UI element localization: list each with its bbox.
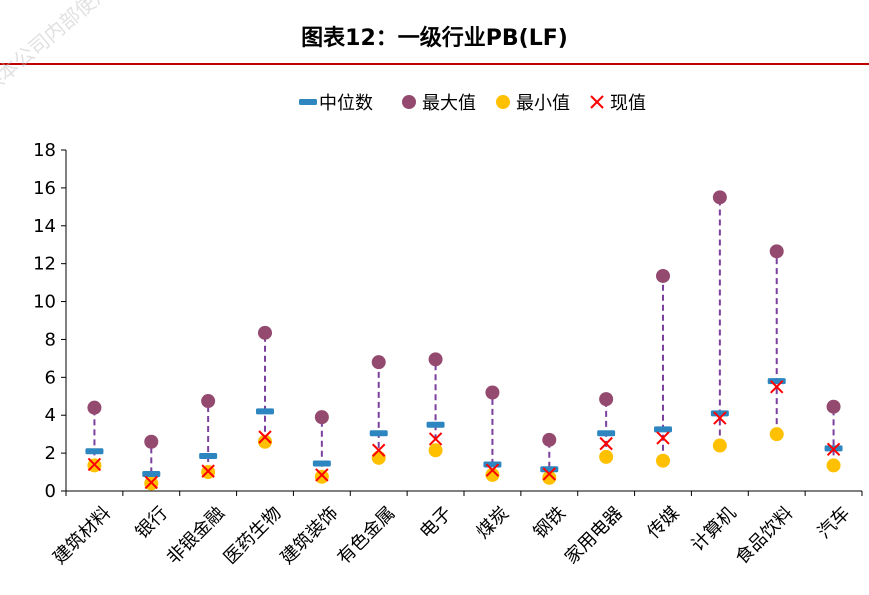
current-point (428, 432, 443, 446)
x-category-label: 煤炭 (473, 503, 513, 543)
median-point (426, 421, 445, 428)
x-category-label: 银行 (132, 503, 172, 543)
current-point (826, 442, 841, 457)
legend-swatch (402, 95, 416, 109)
min-point (314, 469, 329, 484)
median-point (597, 430, 616, 437)
max-point (314, 410, 329, 425)
y-axis: 0 2 4 6 8 10 12 14 16 18 (33, 140, 67, 502)
current-point (713, 411, 727, 425)
y-tick-label: 0 (45, 481, 56, 502)
x-category-label: 有色金属 (334, 503, 400, 569)
legend: 中位数 最大值 最小值 现值 (299, 93, 646, 114)
chart-title: 图表12：一级行业PB(LF) (301, 26, 568, 51)
max-point (485, 385, 500, 400)
current-point (599, 436, 613, 451)
median-point (256, 408, 274, 415)
min-point (371, 450, 386, 465)
legend-swatch (496, 95, 510, 109)
max-point (144, 434, 159, 449)
min-point (826, 458, 841, 473)
median-point (369, 430, 388, 437)
median-point (142, 470, 161, 477)
y-tick-label: 4 (45, 405, 56, 426)
max-point (542, 432, 557, 447)
current-point (656, 431, 670, 445)
max-point (712, 190, 727, 205)
max-point (201, 394, 216, 409)
max-point (826, 399, 841, 414)
legend-label: 现值 (610, 93, 646, 114)
legend-item: 最小值 (496, 93, 570, 114)
y-tick-label: 12 (33, 254, 56, 275)
current-point (87, 457, 102, 472)
y-tick-label: 16 (33, 178, 56, 199)
x-category-label: 汽车 (814, 503, 854, 543)
legend-swatch (590, 95, 604, 109)
current-point (315, 468, 329, 482)
title-divider (0, 63, 869, 65)
min-point (542, 470, 557, 485)
min-point (712, 438, 727, 453)
current-point (144, 475, 158, 490)
max-point (599, 392, 614, 407)
y-tick-label: 6 (45, 367, 56, 388)
max-point (656, 268, 670, 283)
x-category-label: 钢铁 (530, 503, 570, 543)
legend-swatch (299, 99, 317, 105)
min-point (258, 434, 272, 449)
x-category-label: 传媒 (643, 503, 683, 543)
current-point (258, 430, 272, 444)
x-category-label: 家用电器 (561, 503, 627, 569)
min-point (428, 443, 443, 458)
min-point (485, 467, 500, 482)
x-category-label: 电子 (416, 503, 456, 543)
legend-label: 中位数 (319, 93, 373, 114)
median-point (199, 452, 218, 459)
median-point (85, 448, 104, 455)
current-point (485, 463, 500, 477)
min-point (656, 453, 670, 468)
y-tick-label: 14 (33, 216, 56, 237)
legend-item: 中位数 (299, 93, 373, 114)
min-point (769, 427, 784, 442)
legend-label: 最小值 (516, 93, 570, 114)
legend-label: 最大值 (422, 93, 476, 114)
max-point (87, 400, 102, 415)
current-point (542, 467, 556, 481)
current-point (201, 464, 215, 478)
median-point (312, 460, 331, 467)
y-tick-label: 2 (45, 443, 56, 464)
median-point (654, 426, 672, 433)
y-tick-label: 18 (33, 140, 56, 161)
y-tick-label: 8 (45, 329, 56, 350)
median-point (540, 466, 559, 473)
current-point (770, 380, 784, 394)
min-point (599, 449, 614, 464)
legend-item: 最大值 (402, 93, 476, 114)
max-point (258, 325, 272, 340)
x-category-label: 建筑装饰 (277, 503, 343, 569)
median-point (710, 410, 729, 417)
data-marks (85, 190, 843, 491)
max-point (428, 352, 443, 367)
x-category-label: 食品饮料 (732, 503, 798, 569)
y-tick-label: 10 (33, 292, 56, 313)
max-point (769, 244, 784, 259)
x-category-label: 非银金融 (163, 503, 229, 569)
max-point (371, 355, 386, 370)
current-point (372, 443, 386, 457)
x-category-label: 计算机 (687, 503, 740, 556)
legend-item: 现值 (590, 93, 646, 114)
x-category-label: 建筑材料 (49, 503, 115, 569)
x-category-label: 医药生物 (220, 503, 286, 569)
